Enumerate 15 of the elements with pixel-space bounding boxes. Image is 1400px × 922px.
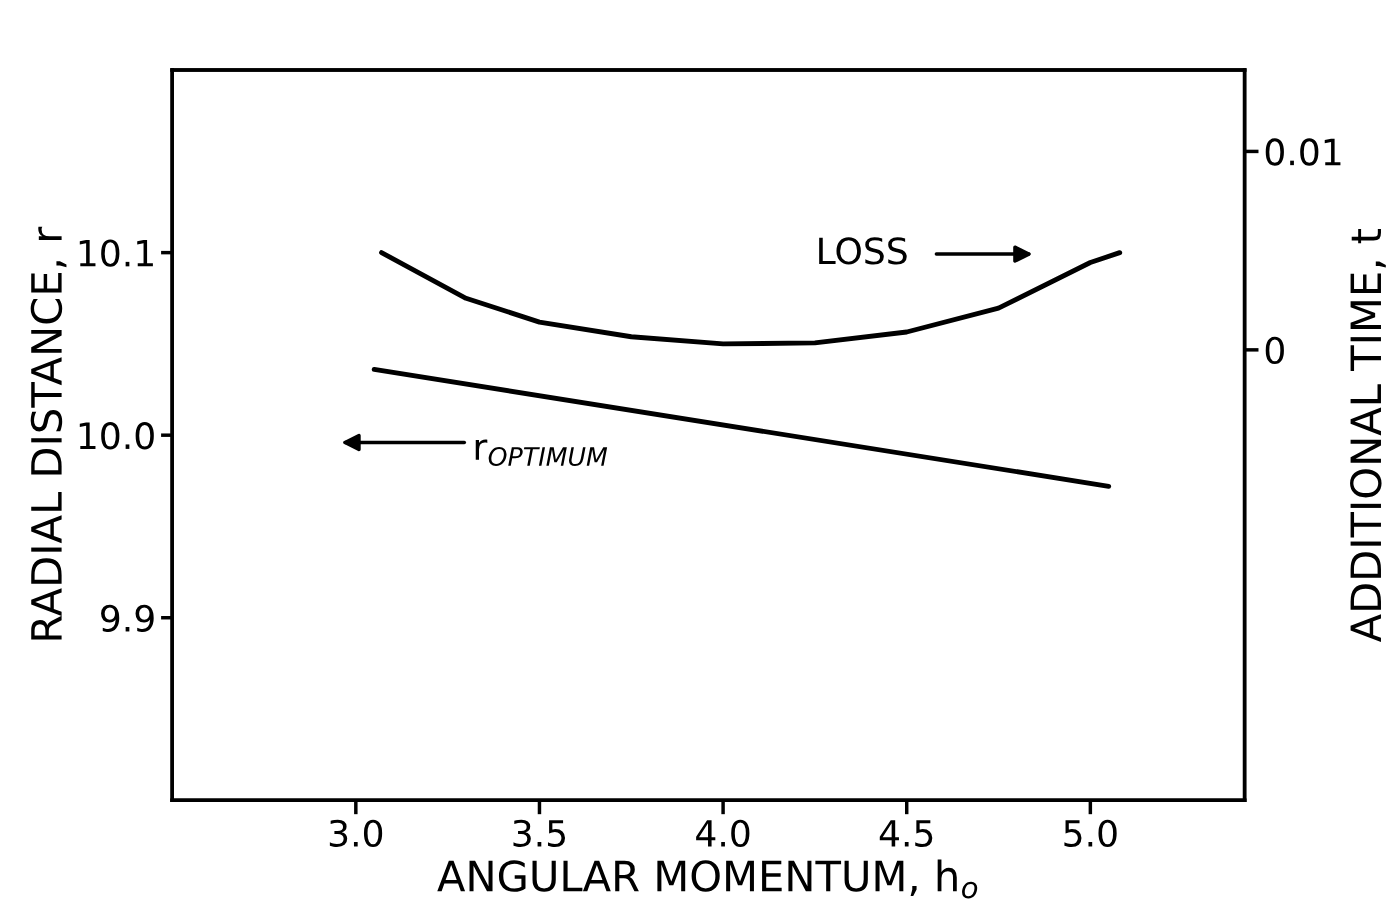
y2-axis-title: ADDITIONAL TIME, t [1350, 228, 1386, 643]
annotation: LOSS [819, 237, 907, 265]
y2-tick-label: 0 [1265, 336, 1284, 365]
x-axis-title: ANGULAR MOMENTUM, h$_{o}$ [437, 859, 978, 899]
y-tick-label: 9.9 [101, 604, 154, 632]
x-tick-label: 3.0 [329, 819, 383, 847]
y2-tick-label: 0.01 [1265, 138, 1341, 166]
annotation: r$_{OPTIMUM}$ [475, 439, 608, 467]
x-tick-label: 5.0 [1064, 819, 1117, 847]
y-axis-title: RADIAL DISTANCE, r [30, 226, 67, 640]
x-tick-label: 3.5 [513, 819, 566, 847]
y-tick-label: 10.1 [79, 239, 153, 267]
y-tick-label: 10.0 [79, 422, 154, 450]
x-tick-label: 4.5 [879, 820, 933, 847]
x-tick-label: 4.0 [696, 819, 750, 847]
